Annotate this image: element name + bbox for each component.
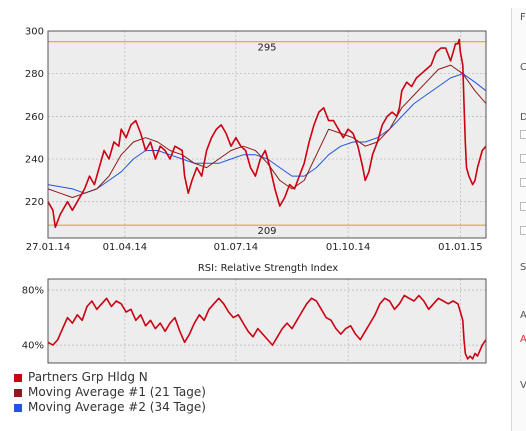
xtick-label: 01.01.15 <box>438 242 483 253</box>
xtick-label: 27.01.14 <box>26 242 71 253</box>
legend-item-ma34: Moving Average #2 (34 Tage) <box>14 400 206 415</box>
side-checkbox-1[interactable] <box>520 130 526 139</box>
main-ytick-label: 300 <box>25 27 44 38</box>
main-series-line-0 <box>47 38 487 229</box>
side-letter-3: D <box>520 112 526 123</box>
side-checkbox-2[interactable] <box>520 154 526 163</box>
side-panel: F C D S A A V <box>511 8 526 431</box>
rsi-plot-background <box>48 279 486 363</box>
rsi-chart: 40% 80% <box>22 278 487 364</box>
main-price-chart: 220 240 260 280 300 27.01.14 01.04.14 01.07.14 0… <box>25 27 487 253</box>
main-plot-frame <box>47 30 487 239</box>
reference-line-label: 295 <box>257 43 276 54</box>
legend: Partners Grp Hldg N Moving Average #1 (2… <box>14 370 206 415</box>
main-series-line-1 <box>47 64 487 198</box>
main-ytick-label: 280 <box>25 69 44 80</box>
rsi-ytick-label: 40% <box>22 341 44 352</box>
side-checkbox-3[interactable] <box>520 178 526 187</box>
side-letter-6: A <box>520 334 526 345</box>
xtick-label: 01.04.14 <box>103 242 148 253</box>
main-ytick-label: 260 <box>25 112 44 123</box>
legend-item-price: Partners Grp Hldg N <box>14 370 206 385</box>
xtick-label: 01.07.14 <box>214 242 259 253</box>
legend-swatch-ma34 <box>14 403 22 412</box>
side-letter-7: V <box>520 380 526 391</box>
side-checkbox-5[interactable] <box>520 226 526 235</box>
side-letter-5: A <box>520 310 526 321</box>
legend-label-ma21: Moving Average #1 (21 Tage) <box>28 385 206 399</box>
legend-label-price: Partners Grp Hldg N <box>28 370 148 384</box>
side-letter-1: F <box>520 12 526 23</box>
xtick-label: 01.10.14 <box>326 242 371 253</box>
side-letter-2: C <box>520 62 526 73</box>
legend-item-ma21: Moving Average #1 (21 Tage) <box>14 385 206 400</box>
main-ytick-label: 220 <box>25 197 44 208</box>
legend-swatch-ma21 <box>14 388 22 397</box>
main-plot-background <box>48 31 486 238</box>
legend-label-ma34: Moving Average #2 (34 Tage) <box>28 400 206 414</box>
rsi-title: RSI: Relative Strength Index <box>198 263 338 274</box>
rsi-ytick-label: 80% <box>22 286 44 297</box>
reference-line-label: 209 <box>257 226 276 237</box>
main-ytick-label: 240 <box>25 155 44 166</box>
rsi-series-line-0 <box>47 294 487 360</box>
side-checkbox-4[interactable] <box>520 202 526 211</box>
side-letter-4: S <box>520 262 526 273</box>
rsi-plot-frame <box>47 278 487 364</box>
legend-swatch-price <box>14 373 22 382</box>
